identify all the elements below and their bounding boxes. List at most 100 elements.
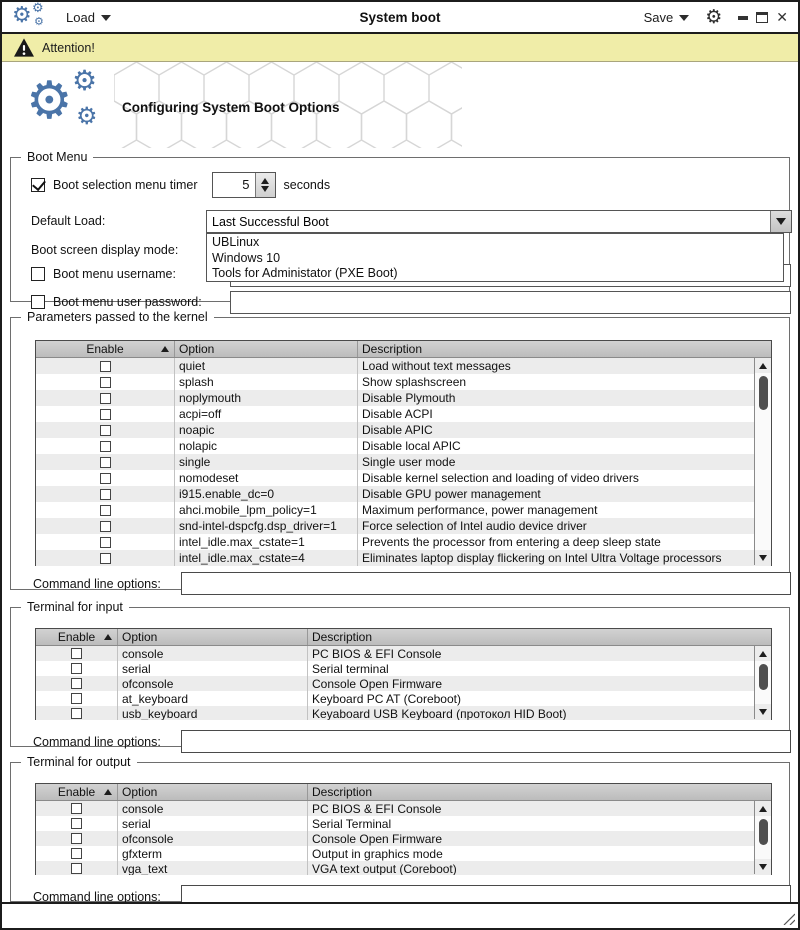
option-cell: single xyxy=(175,454,358,470)
save-menu-button[interactable]: Save xyxy=(644,10,690,25)
row-checkbox[interactable] xyxy=(99,472,111,484)
close-button[interactable]: ✕ xyxy=(776,9,788,25)
combobox-value: Last Successful Boot xyxy=(212,214,329,229)
row-checkbox[interactable] xyxy=(71,818,82,829)
username-checkbox[interactable] xyxy=(31,267,45,281)
chevron-down-icon xyxy=(100,14,111,21)
row-checkbox[interactable] xyxy=(99,424,111,436)
enable-column-header[interactable]: Enable xyxy=(36,341,175,357)
option-cell: nomodeset xyxy=(175,470,358,486)
row-checkbox[interactable] xyxy=(71,648,82,659)
app-gears-icon: ⚙ ⚙ ⚙ xyxy=(12,1,44,28)
resize-grip[interactable] xyxy=(782,912,795,925)
option-column-header[interactable]: Option xyxy=(118,629,308,645)
option-column-header[interactable]: Option xyxy=(175,341,358,357)
row-checkbox[interactable] xyxy=(99,440,111,452)
table-header: Enable Option Description xyxy=(36,629,771,646)
row-checkbox[interactable] xyxy=(71,663,82,674)
enable-cell xyxy=(36,374,175,390)
dropdown-item[interactable]: UBLinux xyxy=(212,235,260,249)
enable-column-header[interactable]: Enable xyxy=(36,784,118,800)
enable-cell xyxy=(36,831,118,846)
description-column-header[interactable]: Description xyxy=(312,630,373,644)
scroll-down-button[interactable] xyxy=(755,859,771,874)
load-menu-button[interactable]: Load xyxy=(66,10,111,25)
option-cell: ahci.mobile_lpm_policy=1 xyxy=(175,502,358,518)
kernel-params-legend: Parameters passed to the kernel xyxy=(27,310,208,324)
scrollbar-thumb[interactable] xyxy=(758,664,768,690)
sort-ascending-icon xyxy=(161,346,169,352)
table-row: ofconsole Console Open Firmware xyxy=(36,676,771,691)
row-checkbox[interactable] xyxy=(99,376,111,388)
settings-gear-icon[interactable]: ⚙ xyxy=(705,5,723,28)
row-checkbox[interactable] xyxy=(99,552,111,564)
scroll-down-button[interactable] xyxy=(755,550,771,565)
row-checkbox[interactable] xyxy=(99,408,111,420)
timer-checkbox[interactable] xyxy=(31,178,45,192)
row-checkbox[interactable] xyxy=(99,360,111,372)
row-checkbox[interactable] xyxy=(71,863,82,874)
password-input[interactable] xyxy=(230,291,791,314)
scroll-up-button[interactable] xyxy=(755,801,771,816)
default-load-dropdown-list[interactable]: UBLinux Windows 10 Tools for Administator … xyxy=(206,233,784,282)
vertical-scrollbar[interactable] xyxy=(754,646,771,719)
option-cell: acpi=off xyxy=(175,406,358,422)
enable-cell xyxy=(36,454,175,470)
password-checkbox[interactable] xyxy=(31,295,45,309)
table-row: at_keyboard Keyboard PC AT (Coreboot) xyxy=(36,691,771,706)
display-mode-row: Boot screen display mode: xyxy=(31,243,178,257)
description-cell: Load without text messages xyxy=(362,359,511,373)
spinner-buttons[interactable] xyxy=(254,173,275,197)
row-checkbox[interactable] xyxy=(71,833,82,844)
kernel-cmdline-input[interactable] xyxy=(181,572,791,595)
enable-column-header[interactable]: Enable xyxy=(36,629,118,645)
row-checkbox[interactable] xyxy=(71,693,82,704)
window-title: System boot xyxy=(359,9,441,25)
default-load-label: Default Load: xyxy=(31,214,106,228)
row-checkbox[interactable] xyxy=(71,803,82,814)
description-cell: Console Open Firmware xyxy=(312,676,443,691)
row-checkbox[interactable] xyxy=(71,678,82,689)
terminal-input-cmdline-input[interactable] xyxy=(181,730,791,753)
description-cell: Serial terminal xyxy=(312,661,389,676)
enable-cell xyxy=(36,676,118,691)
enable-cell xyxy=(36,691,118,706)
row-checkbox[interactable] xyxy=(99,504,111,516)
option-column-header[interactable]: Option xyxy=(118,784,308,800)
combobox-arrow-button[interactable] xyxy=(770,211,791,232)
default-load-combobox[interactable]: Last Successful Boot xyxy=(206,210,792,233)
timer-value: 5 xyxy=(242,177,250,192)
description-column-header[interactable]: Description xyxy=(362,342,423,356)
vertical-scrollbar[interactable] xyxy=(754,358,771,565)
scrollbar-thumb[interactable] xyxy=(758,376,768,410)
description-column-header[interactable]: Description xyxy=(312,785,373,799)
option-cell: gfxterm xyxy=(118,846,308,861)
row-checkbox[interactable] xyxy=(71,708,82,719)
minimize-button[interactable] xyxy=(738,16,749,20)
dropdown-item[interactable]: Windows 10 xyxy=(212,250,281,265)
maximize-button[interactable] xyxy=(756,11,769,23)
row-checkbox[interactable] xyxy=(99,456,111,468)
row-checkbox[interactable] xyxy=(71,848,82,859)
scroll-down-button[interactable] xyxy=(755,704,771,719)
username-row: Boot menu username: xyxy=(31,267,176,281)
dropdown-item[interactable]: Tools for Administator (PXE Boot) xyxy=(212,266,398,280)
timer-spinner[interactable]: 5 xyxy=(211,172,276,198)
row-checkbox[interactable] xyxy=(99,536,111,548)
kernel-params-table: Enable Option Description quiet Load with… xyxy=(35,340,772,566)
save-menu-label: Save xyxy=(643,9,674,25)
row-checkbox[interactable] xyxy=(99,520,111,532)
scroll-up-button[interactable] xyxy=(755,358,771,373)
timer-row: Boot selection menu timer 5 seconds xyxy=(31,172,330,198)
row-checkbox[interactable] xyxy=(99,392,111,404)
description-cell: PC BIOS & EFI Console xyxy=(312,801,442,816)
spin-down-icon[interactable] xyxy=(261,186,270,192)
row-checkbox[interactable] xyxy=(99,488,111,500)
scrollbar-thumb[interactable] xyxy=(758,819,768,845)
vertical-scrollbar[interactable] xyxy=(754,801,771,874)
table-row: splash Show splashscreen xyxy=(36,374,771,390)
spin-up-icon[interactable] xyxy=(261,178,270,184)
scroll-up-button[interactable] xyxy=(755,646,771,661)
password-row: Boot menu user password: xyxy=(31,295,202,309)
